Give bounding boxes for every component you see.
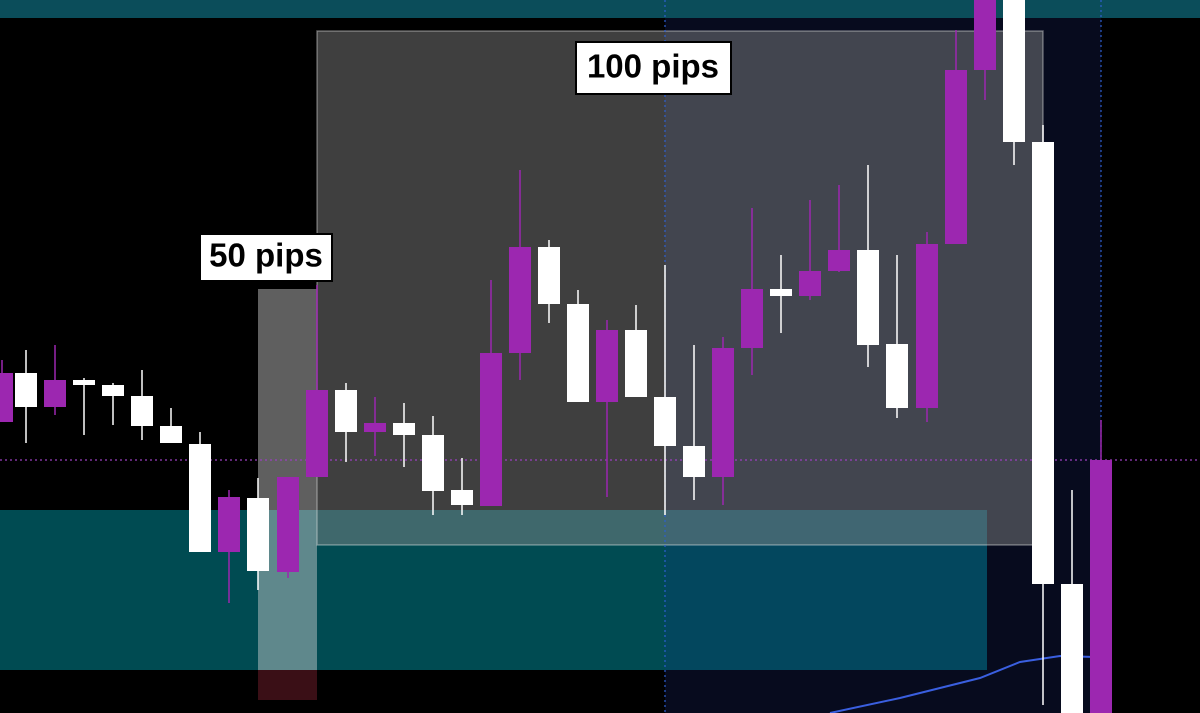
candles [0, 0, 1112, 713]
candle-body [364, 423, 386, 432]
label-box [575, 41, 732, 95]
candle-body [131, 396, 153, 426]
candle-body [451, 490, 473, 505]
candle-body [567, 304, 589, 402]
candle-body [44, 380, 66, 407]
candle-body [945, 70, 967, 244]
candle-body [306, 390, 328, 477]
candle-body [1003, 0, 1025, 142]
candle-body [770, 289, 792, 296]
label-box [199, 233, 333, 282]
candle-body [393, 423, 415, 435]
candle-body [538, 247, 560, 304]
candle-body [654, 397, 676, 446]
candle-body [247, 498, 269, 571]
candle-body [1090, 460, 1112, 713]
stop-zone [258, 670, 317, 700]
candle-body [886, 344, 908, 408]
candle-body [15, 373, 37, 407]
candle-body [102, 385, 124, 396]
top-zone [0, 0, 1200, 18]
candle-body [625, 330, 647, 397]
label-text: 100 pips [587, 48, 719, 85]
candle-body [683, 446, 705, 477]
candle-body [741, 289, 763, 348]
candle-body [916, 244, 938, 408]
candle-body [712, 348, 734, 477]
candle-body [335, 390, 357, 432]
candle-body [160, 426, 182, 443]
candle-body [189, 444, 211, 552]
candle-body [277, 477, 299, 572]
label-small: 50 pips [199, 233, 333, 282]
candle-body [1061, 584, 1083, 713]
candle-body [509, 247, 531, 353]
candle-body [0, 373, 13, 422]
candle-body [1032, 142, 1054, 584]
candle-body [596, 330, 618, 402]
candle-body [857, 250, 879, 345]
candle-body [480, 353, 502, 506]
candle-body [799, 271, 821, 296]
candle-body [828, 250, 850, 271]
candle-body [73, 380, 95, 385]
candle-body [218, 497, 240, 552]
label-large: 100 pips [575, 41, 732, 95]
candle-body [422, 435, 444, 491]
demand-zone-session [665, 510, 987, 670]
label-text: 50 pips [209, 237, 323, 274]
candle-body [974, 0, 996, 70]
